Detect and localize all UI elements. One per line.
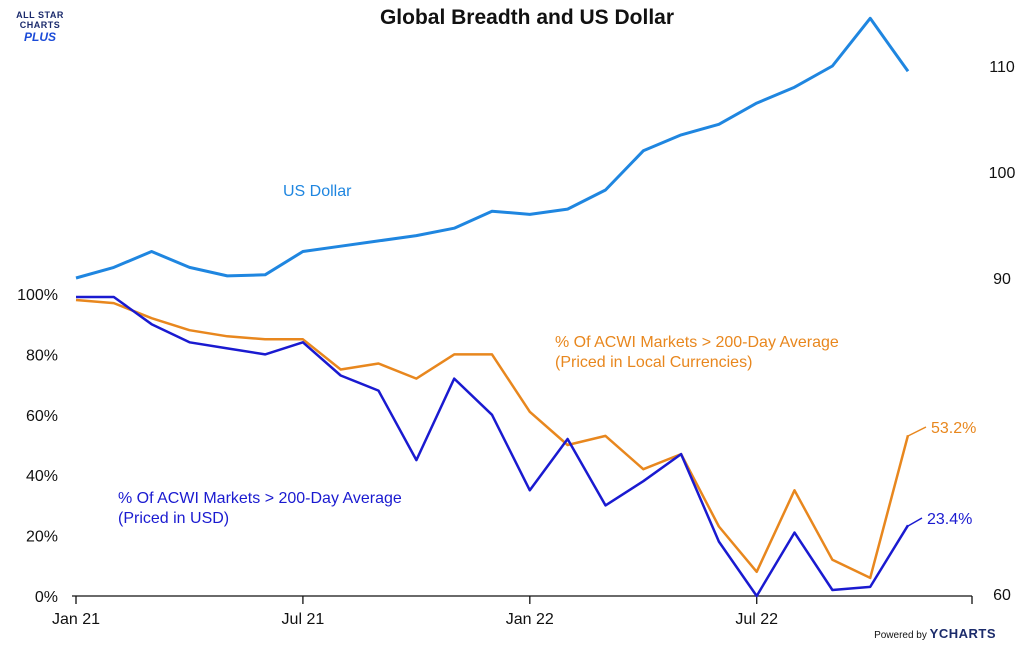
ycharts-wordmark: YCHARTS — [929, 626, 996, 641]
usd-breadth-end-value-label: 23.4% — [927, 511, 972, 528]
right-axis-tick-label: 100 — [989, 165, 1016, 182]
powered-by-text: Powered by — [874, 630, 927, 641]
us-dollar-label: US Dollar — [283, 183, 352, 200]
all-star-charts-plus-logo: ALL STAR CHARTS PLUS — [10, 10, 70, 56]
usd-breadth-end-leader — [907, 517, 923, 527]
logo-line-3: PLUS — [23, 30, 56, 44]
right-axis-tick-label: 110 — [989, 59, 1015, 76]
local-currency-breadth-series-line — [75, 298, 910, 580]
x-tick-label: Jan 21 — [52, 611, 100, 628]
left-axis-tick-label: 60% — [26, 408, 58, 425]
left-axis-ticks: 0% 20% 40% 60% 80% 100% — [17, 287, 58, 606]
usd-breadth-label-line1: % Of ACWI Markets > 200-Day Average — [118, 490, 402, 507]
local-end-value-label: 53.2% — [931, 420, 976, 437]
left-axis-tick-label: 80% — [26, 347, 58, 364]
x-tick-label: Jul 22 — [735, 611, 778, 628]
x-tick-label: Jul 21 — [282, 611, 325, 628]
left-axis-tick-label: 100% — [17, 287, 58, 304]
logo-line-2: CHARTS — [19, 20, 61, 30]
left-axis-tick-label: 40% — [26, 468, 58, 485]
right-axis-tick-label: 90 — [993, 271, 1011, 288]
x-tick-label: Jan 22 — [506, 611, 554, 628]
local-breadth-label-line1: % Of ACWI Markets > 200-Day Average — [555, 334, 839, 351]
right-axis-tick-label: 60 — [993, 587, 1011, 604]
local-breadth-label-line2: (Priced in Local Currencies) — [555, 354, 752, 371]
local-end-leader — [907, 426, 927, 437]
usd-breadth-label-line2: (Priced in USD) — [118, 510, 229, 527]
x-axis-ticks: Jan 21 Jul 21 Jan 22 Jul 22 — [52, 596, 973, 628]
right-axis-ticks: 60 90 100 110 — [989, 59, 1016, 604]
chart-title: Global Breadth and US Dollar — [380, 6, 674, 29]
left-axis-tick-label: 20% — [26, 529, 58, 546]
usd-breadth-series-line — [76, 295, 910, 598]
logo-line-1: ALL STAR — [16, 10, 64, 20]
powered-by-ycharts: Powered by YCHARTS — [874, 626, 996, 641]
us-dollar-series-line — [75, 16, 910, 280]
left-axis-tick-label: 0% — [35, 589, 58, 606]
